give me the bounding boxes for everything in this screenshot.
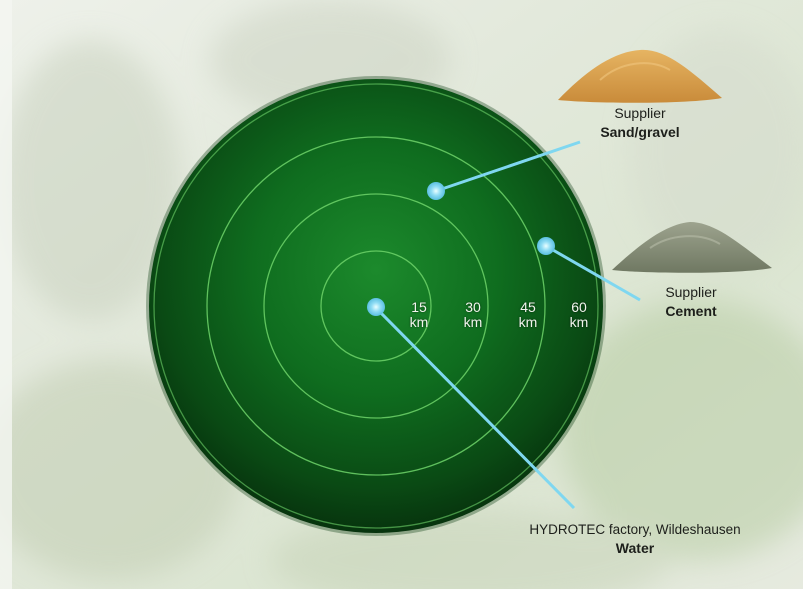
ring-label-45: 45 km bbox=[518, 299, 538, 330]
ring-30-km bbox=[263, 193, 489, 419]
callout-factory: HYDROTEC factory, Wildeshausen Water bbox=[490, 520, 780, 558]
callout-sand-material: Sand/gravel bbox=[600, 124, 680, 140]
callout-factory-name: HYDROTEC factory, Wildeshausen bbox=[529, 522, 741, 537]
marker-sand-supplier bbox=[427, 182, 445, 200]
connector-cement bbox=[545, 244, 641, 302]
ring-label-15: 15 km bbox=[409, 299, 429, 330]
callout-sand-kind: Supplier bbox=[614, 105, 666, 121]
ring-15-km bbox=[320, 250, 432, 362]
callout-cement-kind: Supplier bbox=[665, 284, 717, 300]
callout-cement-material: Cement bbox=[665, 303, 717, 319]
connector-factory bbox=[374, 306, 576, 510]
callout-sand-supplier: Supplier Sand/gravel bbox=[570, 104, 710, 142]
marker-factory bbox=[367, 298, 385, 316]
connector-sand bbox=[435, 140, 581, 193]
callout-factory-resource: Water bbox=[615, 540, 655, 556]
cement-pile-icon bbox=[612, 222, 772, 273]
ring-45-km bbox=[206, 136, 546, 476]
marker-cement-supplier bbox=[537, 237, 555, 255]
ring-label-60: 60 km bbox=[569, 299, 589, 330]
sand-pile-icon bbox=[558, 49, 722, 103]
callout-cement-supplier: Supplier Cement bbox=[623, 283, 759, 321]
ring-60-km bbox=[153, 83, 599, 529]
ring-label-30: 30 km bbox=[463, 299, 483, 330]
